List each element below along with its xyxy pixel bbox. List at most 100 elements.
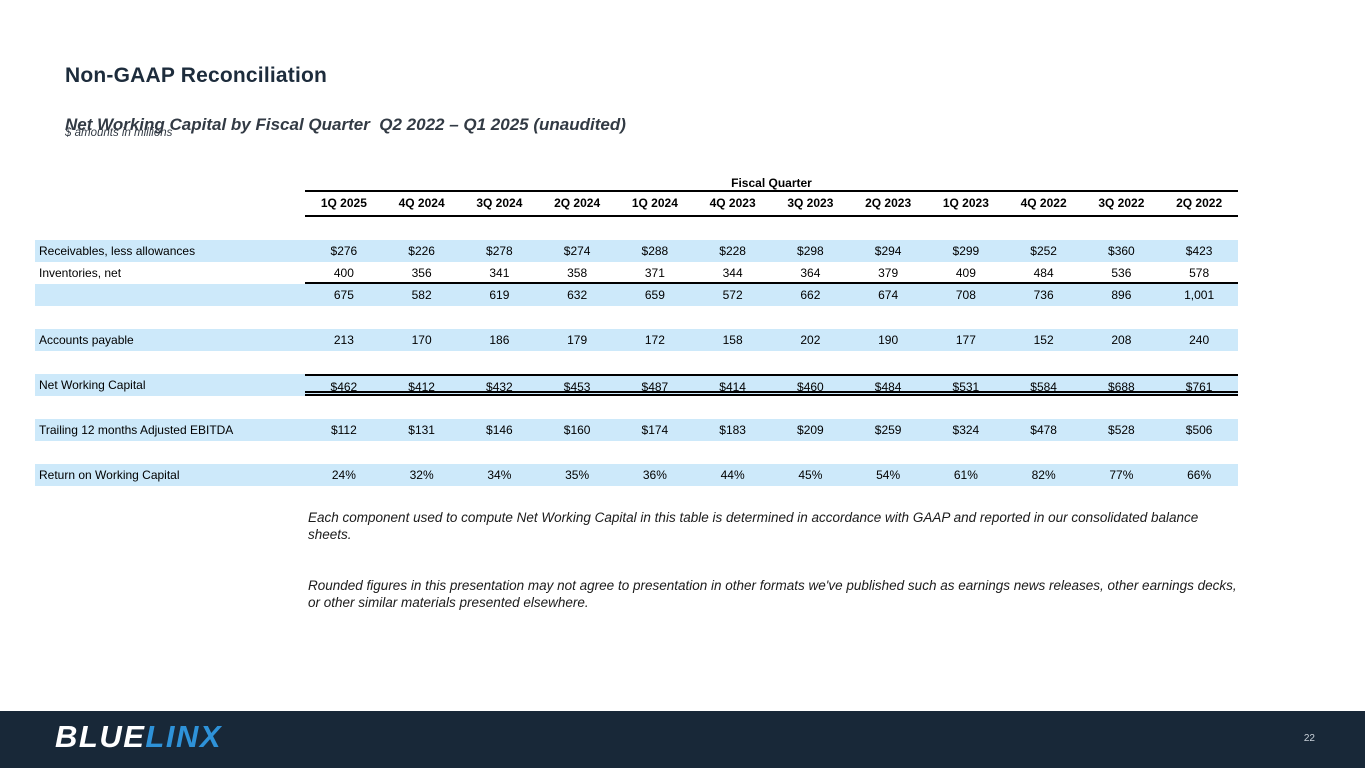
group-header-row: Fiscal Quarter bbox=[35, 174, 1238, 192]
page-title: Non-GAAP Reconciliation bbox=[65, 64, 328, 88]
cell-value: 61% bbox=[953, 468, 978, 482]
subtitle: Net Working Capital by Fiscal Quarter Q2… bbox=[65, 115, 626, 135]
table-row: Accounts payable 213 170 186 179 172 158 202 190… bbox=[35, 329, 1238, 351]
cell-value: $324 bbox=[952, 423, 980, 437]
cell-value: 371 bbox=[644, 266, 665, 280]
note-gaap: Each component used to compute Net Worki… bbox=[308, 510, 1199, 542]
cell-value: 158 bbox=[722, 333, 743, 347]
cell-value: 45% bbox=[798, 468, 823, 482]
cell-value: $453 bbox=[563, 380, 591, 394]
cell-value: $478 bbox=[1030, 423, 1057, 437]
group-header-label: Fiscal Quarter bbox=[731, 176, 812, 190]
table-row: Trailing 12 months Adjusted EBITDA $112 $1… bbox=[35, 419, 1238, 441]
cell-value: 186 bbox=[489, 333, 510, 347]
row-cells: $276 $226 $278 $274 $288 $228 $298 $294 $299 $252… bbox=[305, 240, 1238, 262]
column-header: 4Q 2024 bbox=[398, 196, 445, 210]
cell-value: $299 bbox=[952, 244, 980, 258]
logo-linx-text: LINX bbox=[145, 719, 223, 754]
cell-value: $506 bbox=[1185, 423, 1213, 437]
cell-value: 379 bbox=[878, 266, 899, 280]
cell-value: $209 bbox=[797, 423, 824, 437]
column-header-row: 1Q 2025 4Q 2024 3Q 2024 2Q 2024 1Q 2024 4Q 20… bbox=[35, 192, 1238, 217]
cell-value: 82% bbox=[1031, 468, 1056, 482]
cell-value: 54% bbox=[876, 468, 901, 482]
cell-value: 1,001 bbox=[1184, 288, 1215, 302]
cell-value: $414 bbox=[719, 380, 746, 394]
cell-value: 662 bbox=[800, 288, 821, 302]
cell-value: 708 bbox=[955, 288, 976, 302]
cell-value: $131 bbox=[408, 423, 435, 437]
cell-value: 44% bbox=[720, 468, 745, 482]
cell-value: 36% bbox=[642, 468, 667, 482]
cell-value: $487 bbox=[641, 380, 669, 394]
group-header-cells: Fiscal Quarter bbox=[305, 174, 1238, 192]
row-cells: 24% 32% 34% 35% 36% 44% 45% 54% 61% 82% 77% 66% bbox=[305, 464, 1238, 486]
cell-value: 364 bbox=[800, 266, 821, 280]
cell-value: $432 bbox=[486, 380, 513, 394]
cell-value: $276 bbox=[330, 244, 358, 258]
cell-value: 35% bbox=[565, 468, 590, 482]
cell-value: 240 bbox=[1189, 333, 1210, 347]
cell-value: 536 bbox=[1111, 266, 1132, 280]
cell-value: 344 bbox=[722, 266, 743, 280]
cell-value: $226 bbox=[408, 244, 435, 258]
cell-value: 32% bbox=[409, 468, 434, 482]
cell-value: $531 bbox=[952, 380, 980, 394]
row-cells: $112 $131 $146 $160 $174 $183 $209 $259 $324 $478… bbox=[305, 419, 1238, 441]
cell-value: 582 bbox=[411, 288, 432, 302]
row-cells: $462 $412 $432 $453 $487 $414 $460 $484 $531 $584… bbox=[305, 374, 1238, 396]
cell-value: 896 bbox=[1111, 288, 1132, 302]
note-rounding: Rounded figures in this presentation may… bbox=[308, 578, 1237, 610]
footer-bar: BLUELINX 22 bbox=[0, 711, 1365, 768]
column-header: 3Q 2024 bbox=[476, 196, 523, 210]
column-header: 3Q 2022 bbox=[1098, 196, 1145, 210]
row-label: Return on Working Capital bbox=[39, 468, 180, 482]
cell-value: 409 bbox=[955, 266, 976, 280]
cell-value: $484 bbox=[874, 380, 902, 394]
cell-value: $688 bbox=[1108, 380, 1135, 394]
cell-value: $183 bbox=[719, 423, 746, 437]
table-row: 675 582 619 632 659 572 662 674 708 736 896 1,001 bbox=[35, 284, 1238, 306]
column-header: 4Q 2022 bbox=[1020, 196, 1067, 210]
cell-value: 659 bbox=[644, 288, 665, 302]
row-label: Trailing 12 months Adjusted EBITDA bbox=[39, 423, 234, 437]
page-number: 22 bbox=[1303, 733, 1315, 744]
table-body: Receivables, less allowances $276 $226 $278… bbox=[35, 240, 1238, 486]
cell-value: 400 bbox=[333, 266, 354, 280]
cell-value: 572 bbox=[722, 288, 743, 302]
cell-value: 77% bbox=[1109, 468, 1134, 482]
column-header-spacer bbox=[35, 192, 305, 217]
logo-blue-text: BLUE bbox=[55, 719, 146, 754]
cell-value: 674 bbox=[878, 288, 899, 302]
cell-value: 66% bbox=[1187, 468, 1212, 482]
cell-value: $160 bbox=[563, 423, 591, 437]
cell-value: $278 bbox=[486, 244, 513, 258]
cell-value: $528 bbox=[1108, 423, 1135, 437]
row-label: Net Working Capital bbox=[39, 378, 146, 392]
column-header: 4Q 2023 bbox=[709, 196, 756, 210]
cell-value: 578 bbox=[1189, 266, 1210, 280]
cell-value: 341 bbox=[489, 266, 510, 280]
cell-value: $298 bbox=[797, 244, 824, 258]
row-label: Inventories, net bbox=[39, 266, 122, 280]
group-header-spacer bbox=[35, 174, 305, 192]
row-cells: 675 582 619 632 659 572 662 674 708 736 896 1,001 bbox=[305, 284, 1238, 306]
cell-value: $294 bbox=[874, 244, 902, 258]
units-note: $ amounts in millions bbox=[65, 127, 173, 139]
cell-value: 202 bbox=[800, 333, 821, 347]
bluelinx-logo: BLUELINX bbox=[55, 719, 222, 755]
cell-value: $228 bbox=[719, 244, 746, 258]
column-header-cells: 1Q 2025 4Q 2024 3Q 2024 2Q 2024 1Q 2024 4Q 20… bbox=[305, 192, 1238, 217]
cell-value: $584 bbox=[1030, 380, 1057, 394]
cell-value: $460 bbox=[797, 380, 824, 394]
cell-value: 356 bbox=[411, 266, 432, 280]
cell-value: $288 bbox=[641, 244, 669, 258]
cell-value: 24% bbox=[331, 468, 356, 482]
row-label bbox=[35, 284, 305, 306]
table-row: Return on Working Capital 24% 32% 34% 35% 36%… bbox=[35, 464, 1238, 486]
cell-value: $112 bbox=[330, 423, 357, 437]
cell-value: 179 bbox=[567, 333, 588, 347]
table-row: Inventories, net 400 356 341 358 371 344 364 379… bbox=[35, 262, 1238, 284]
footnotes: Each component used to compute Net Worki… bbox=[308, 509, 1238, 611]
